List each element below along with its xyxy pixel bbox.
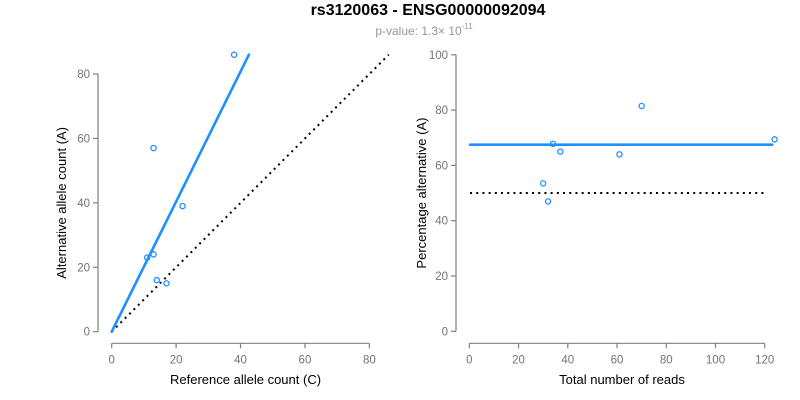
x-tick-label: 120 (755, 354, 774, 366)
y-tick-label: 60 (77, 133, 90, 145)
y-tick-label: 100 (429, 50, 448, 62)
y-tick-label: 60 (435, 160, 448, 172)
page-title: rs3120063 - ENSG00000092094 (310, 2, 546, 19)
y-tick-label: 80 (77, 69, 90, 81)
x-tick-label: 0 (108, 354, 114, 366)
x-tick-label: 100 (706, 354, 725, 366)
p-value-exponent: -11 (461, 22, 473, 31)
x-tick-label: 40 (234, 354, 247, 366)
x-tick-label: 60 (611, 354, 624, 366)
data-point (616, 151, 623, 158)
y-tick-label: 40 (435, 216, 448, 228)
y-tick-label: 40 (77, 198, 90, 210)
data-point (544, 198, 552, 205)
x-tick-label: 80 (363, 354, 376, 366)
y-tick-label: 80 (435, 105, 448, 117)
reference-dotted-line (110, 53, 390, 333)
y-axis-title: Alternative allele count (A) (54, 127, 69, 279)
data-point (549, 140, 557, 148)
x-axis-title: Total number of reads (559, 372, 685, 387)
y-axis-title: Percentage alternative (A) (414, 118, 429, 269)
p-value-text: p-value: 1.3× 10 (375, 24, 462, 38)
x-tick-label: 80 (660, 354, 673, 366)
data-point (539, 180, 547, 187)
y-tick-label: 0 (84, 327, 90, 339)
p-value-subtitle: p-value: 1.3× 10-11 (375, 22, 473, 38)
data-point (557, 148, 564, 155)
data-point (150, 251, 157, 258)
x-axis-title: Reference allele count (C) (170, 372, 321, 387)
y-tick-label: 20 (77, 262, 90, 274)
x-tick-label: 20 (512, 354, 525, 366)
right-plot: 0 20 40 60 80 100 0 20 40 60 80 100 120 Total number … (414, 50, 778, 387)
x-tick-label: 20 (170, 354, 183, 366)
data-point (638, 102, 645, 110)
x-tick-label: 60 (299, 354, 312, 366)
y-tick-label: 20 (435, 271, 448, 283)
x-tick-label: 0 (466, 354, 472, 366)
data-point (150, 144, 157, 152)
left-plot: 0 20 40 60 80 0 20 40 60 80 Reference allele count… (54, 51, 390, 387)
data-point (163, 280, 170, 287)
data-point (153, 276, 161, 284)
x-tick-label: 40 (561, 354, 574, 366)
data-point (230, 51, 238, 58)
data-point (771, 136, 778, 143)
fit-line (110, 53, 251, 334)
data-point (179, 202, 186, 210)
y-tick-label: 0 (442, 326, 448, 338)
data-point (143, 254, 151, 261)
